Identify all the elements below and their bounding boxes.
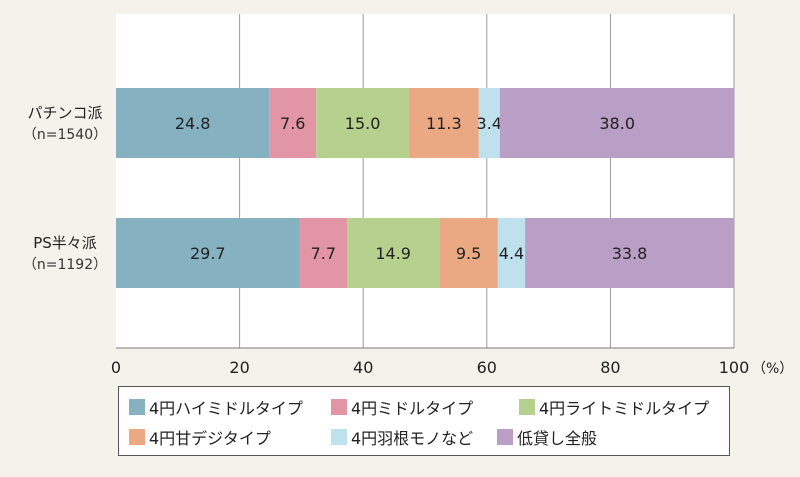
bar-segment: [299, 218, 348, 288]
x-tick-label: 80: [600, 358, 620, 377]
bar-segment: [116, 218, 300, 288]
x-tick-label: 60: [477, 358, 497, 377]
x-tick-label: 20: [229, 358, 249, 377]
legend-swatch: [129, 429, 145, 445]
data-label: 14.9: [375, 244, 411, 263]
bar-segment: [525, 218, 734, 288]
bar-segment: [347, 218, 440, 288]
legend-swatch: [129, 399, 145, 415]
bar-segment: [316, 88, 409, 158]
legend: 4円ハイミドルタイプ 4円ミドルタイプ 4円ライトミドルタイプ 4円甘デジタイプ 4円羽…: [118, 386, 730, 456]
category-label: パチンコ派: [27, 104, 102, 122]
data-label: 38.0: [599, 114, 635, 133]
legend-swatch: [331, 399, 347, 415]
legend-item: 低貸し全般: [497, 425, 597, 449]
data-label: 15.0: [345, 114, 381, 133]
bar-segment: [439, 218, 498, 288]
data-label: 33.8: [612, 244, 648, 263]
legend-item: 4円甘デジタイプ: [129, 425, 271, 449]
category-label: PS半々派: [33, 234, 97, 252]
bar-segment: [408, 88, 479, 158]
x-unit-label: （%）: [752, 361, 793, 377]
legend-label: 4円羽根モノなど: [351, 429, 474, 448]
legend-label: 4円甘デジタイプ: [149, 429, 271, 448]
bar-segment: [116, 88, 270, 158]
legend-swatch: [497, 429, 513, 445]
bar-segment: [499, 88, 735, 158]
data-label: 7.7: [311, 244, 336, 263]
bar-segment: [497, 218, 526, 288]
data-label: 4.4: [499, 244, 524, 263]
x-tick-label: 0: [111, 358, 121, 377]
legend-item: 4円ライトミドルタイプ: [519, 395, 709, 419]
data-label: 29.7: [190, 244, 226, 263]
x-tick-label: 100: [719, 358, 750, 377]
plot-area: [116, 14, 734, 348]
legend-item: 4円羽根モノなど: [331, 425, 473, 449]
legend-item: 4円ミドルタイプ: [331, 395, 473, 419]
legend-label: 4円ミドルタイプ: [351, 399, 474, 418]
data-label: 9.5: [456, 244, 481, 263]
category-n-label: （n=1540）: [23, 127, 107, 143]
legend-label: 低貸し全般: [517, 429, 598, 448]
data-label: 7.6: [280, 114, 305, 133]
category-n-label: （n=1192）: [23, 257, 107, 273]
legend-item: 4円ハイミドルタイプ: [129, 395, 303, 419]
data-label: 3.4: [477, 114, 502, 133]
bar-segment: [269, 88, 317, 158]
legend-swatch: [331, 429, 347, 445]
data-label: 24.8: [175, 114, 211, 133]
data-label: 11.3: [426, 114, 462, 133]
legend-swatch: [519, 399, 535, 415]
bar-segment: [478, 88, 500, 158]
legend-label: 4円ハイミドルタイプ: [149, 399, 303, 418]
legend-label: 4円ライトミドルタイプ: [539, 399, 710, 418]
x-tick-label: 40: [353, 358, 373, 377]
